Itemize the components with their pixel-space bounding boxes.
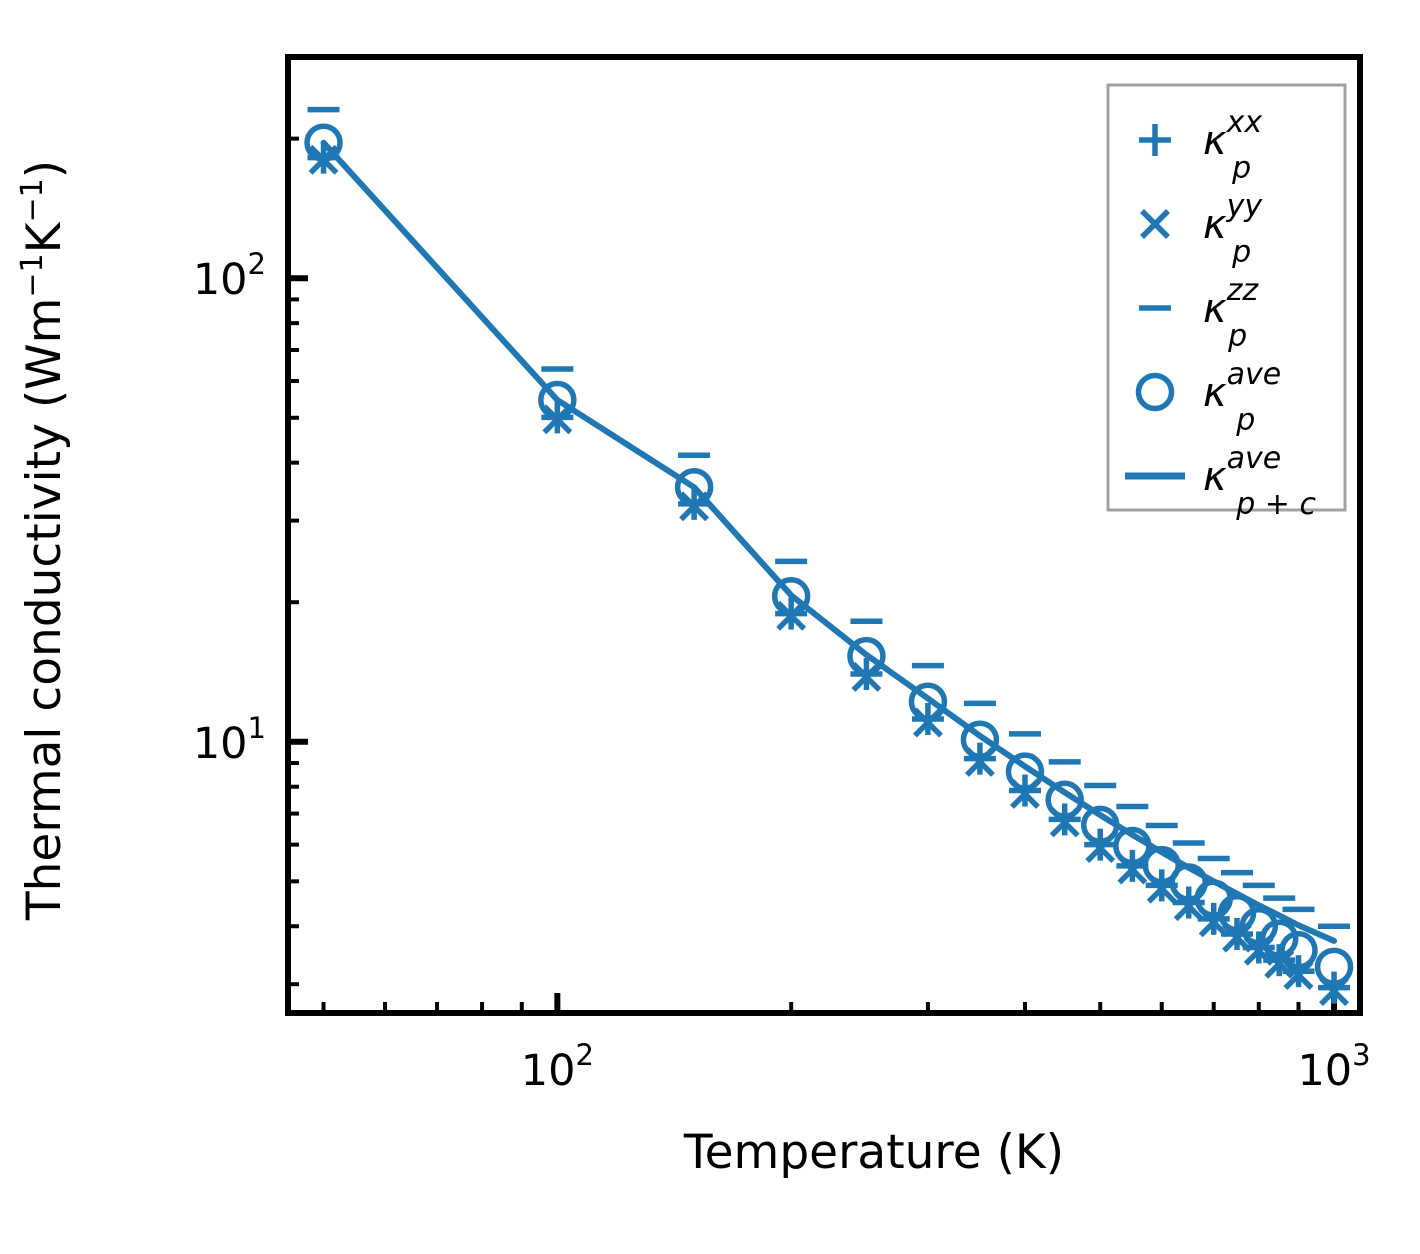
data-point-circle — [771, 577, 811, 616]
data-point-circle — [1279, 931, 1318, 970]
legend-swatch-cross — [1140, 209, 1170, 239]
series-line-kappa-p-c-ave — [320, 139, 1338, 944]
data-point-circle — [1045, 780, 1084, 819]
x-axis-tick-labels: 102 103 — [521, 1038, 1371, 1096]
data-point-circle — [908, 682, 948, 721]
y-axis-tick-labels: 102 101 — [193, 247, 266, 769]
plot-frame — [285, 54, 1363, 1016]
data-point-circle — [1142, 845, 1181, 885]
svg-text:102: 102 — [193, 247, 266, 305]
svg-text:102: 102 — [521, 1038, 594, 1096]
legend-box — [1106, 83, 1347, 512]
x-axis-ticks — [321, 993, 1338, 1013]
x-axis-label: Temperature (K) — [683, 1125, 1064, 1180]
data-point-circle — [960, 720, 1000, 760]
y-axis-ticks — [288, 55, 308, 987]
data-point-circle — [1239, 907, 1279, 946]
svg-text:101: 101 — [193, 711, 266, 769]
legend-swatch-circle — [1135, 372, 1175, 412]
data-point-cross — [542, 404, 573, 435]
legend-label-kappa_p^ave: κave p — [1203, 357, 1281, 438]
legend-swatch-plus — [1139, 124, 1171, 156]
y-axis-label: Thermal conductivity (Wm−1K−1) — [15, 160, 72, 921]
legend-label-kappa_p^xx: κxx p — [1203, 105, 1262, 186]
data-point-circle — [1314, 947, 1354, 987]
data-point-circle — [1005, 752, 1045, 791]
data-point-circle — [304, 123, 343, 162]
data-point-circle — [538, 380, 577, 420]
data-point-circle — [674, 468, 714, 507]
svg-text:103: 103 — [1297, 1038, 1370, 1096]
legend-item-kappa_p+c^ave[interactable]: κave p + c — [1125, 441, 1316, 522]
legend-label-kappa_p+c^ave: κave p + c — [1203, 441, 1316, 522]
legend-item-kappa_p^ave[interactable]: κave p — [1135, 357, 1282, 438]
data-point-circle — [1113, 826, 1152, 866]
data-point-circle — [847, 636, 886, 676]
legend-label-kappa_p^zz: κzz p — [1203, 273, 1259, 354]
legend-item-kappa_p^yy[interactable]: κyy p — [1140, 189, 1263, 270]
legend-label-kappa_p^yy: κyy p — [1203, 189, 1263, 270]
line-kappa_p+c^ave — [320, 139, 1338, 944]
legend-item-kappa_p^zz[interactable]: κzz p — [1139, 273, 1259, 354]
data-point-circle — [1259, 919, 1299, 958]
legend-item-kappa_p^xx[interactable]: κxx p — [1139, 105, 1262, 186]
series-markers — [304, 106, 1354, 1006]
data-point-circle — [1080, 805, 1120, 845]
